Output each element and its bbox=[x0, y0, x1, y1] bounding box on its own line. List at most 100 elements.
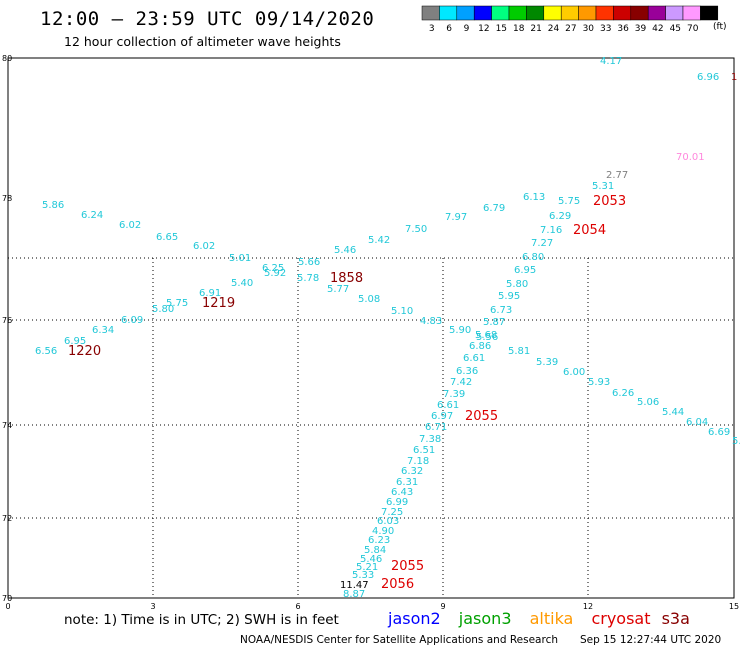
observation-time-label: 1858 bbox=[330, 271, 363, 286]
page-subtitle: 12 hour collection of altimeter wave hei… bbox=[64, 34, 341, 49]
footnote: note: 1) Time is in UTC; 2) SWH is in fe… bbox=[64, 612, 339, 628]
scale-label: 6 bbox=[446, 24, 452, 34]
wave-height-label: 1 bbox=[731, 72, 737, 83]
wave-height-label: 6.73 bbox=[490, 305, 512, 316]
wave-height-label: 7.18 bbox=[407, 456, 429, 467]
wave-height-label: 6.51 bbox=[413, 445, 435, 456]
lon-tick-label: 0 bbox=[5, 602, 10, 611]
wave-height-label: 6.26 bbox=[612, 388, 634, 399]
wave-height-label: 4.17 bbox=[600, 56, 622, 67]
wave-height-label: 7.42 bbox=[450, 377, 472, 388]
scale-label: 27 bbox=[565, 24, 576, 34]
wave-height-label: 7.27 bbox=[531, 238, 553, 249]
wave-height-label: 5.77 bbox=[327, 284, 349, 295]
scale-label: 42 bbox=[652, 24, 663, 34]
lon-tick-label: 12 bbox=[583, 602, 593, 611]
wave-height-label: 6.24 bbox=[81, 210, 103, 221]
wave-height-label: 7.39 bbox=[443, 389, 465, 400]
wave-height-label: 6.02 bbox=[193, 241, 215, 252]
wave-height-label: 2.77 bbox=[606, 170, 628, 181]
wave-height-label: 6.86 bbox=[469, 341, 491, 352]
wave-height-label: 5.90 bbox=[449, 325, 471, 336]
wave-height-label: 5.40 bbox=[231, 278, 253, 289]
observation-time-label: 2055 bbox=[391, 559, 424, 574]
wave-height-label: 6.69 bbox=[708, 427, 730, 438]
lat-tick-label: 80 bbox=[2, 54, 12, 63]
scale-label: 39 bbox=[635, 24, 647, 34]
satellite-altika: altika bbox=[529, 609, 574, 628]
wave-height-label: 7.50 bbox=[405, 224, 427, 235]
wave-height-label: 6.95 bbox=[64, 336, 86, 347]
wave-height-label: 70.01 bbox=[676, 152, 705, 163]
wave-height-label: 6.95 bbox=[514, 265, 536, 276]
wave-height-label: 5.56 bbox=[476, 332, 498, 343]
page-title: 12:00 – 23:59 UTC 09/14/2020 bbox=[40, 8, 375, 30]
wave-height-label: 6.09 bbox=[121, 315, 143, 326]
wave-height-label: 5.42 bbox=[368, 235, 390, 246]
wave-height-label: 5.92 bbox=[264, 268, 286, 279]
wave-height-label: 5.95 bbox=[498, 291, 520, 302]
wave-height-label: 6.99 bbox=[386, 497, 408, 508]
scale-unit: (ft) bbox=[713, 22, 727, 32]
scale-label: 15 bbox=[496, 24, 507, 34]
observation-time-label: 1219 bbox=[202, 296, 235, 311]
footer-timestamp: Sep 15 12:27:44 UTC 2020 bbox=[580, 634, 722, 646]
wave-height-label: 6.97 bbox=[431, 411, 453, 422]
scale-label: 12 bbox=[478, 24, 489, 34]
wave-height-label: 6.25 bbox=[262, 263, 284, 274]
wave-height-label: 5.86 bbox=[42, 200, 64, 211]
wave-height-label: 6.02 bbox=[119, 220, 141, 231]
wave-height-label: 6.56 bbox=[35, 346, 57, 357]
wave-height-label: 5.75 bbox=[558, 196, 580, 207]
footer-credit: NOAA/NESDIS Center for Satellite Applica… bbox=[240, 634, 558, 646]
lon-tick-label: 9 bbox=[440, 602, 445, 611]
wave-height-label: 5.08 bbox=[358, 294, 380, 305]
wave-height-label: 5.06 bbox=[637, 397, 659, 408]
wave-height-label: 6.23 bbox=[368, 535, 390, 546]
wave-height-label: 5.80 bbox=[152, 304, 174, 315]
color-scale-legend: 3 6 9 12 15 18 21 24 27 30 33 36 39 42 45 70 bbox=[421, 5, 719, 34]
wave-height-label: 6.79 bbox=[483, 203, 505, 214]
wave-height-label: 5.44 bbox=[662, 407, 684, 418]
wave-height-label: 6.00 bbox=[563, 367, 585, 378]
wave-height-label: 5.39 bbox=[536, 357, 558, 368]
wave-height-label: 5.46 bbox=[360, 554, 382, 565]
wave-height-label: 6.65 bbox=[156, 232, 178, 243]
satellite-cryosat: cryosat bbox=[591, 609, 651, 628]
lon-tick-label: 3 bbox=[150, 602, 155, 611]
map-frame bbox=[7, 57, 735, 599]
wave-height-label: 5.78 bbox=[297, 273, 319, 284]
scale-label: 30 bbox=[583, 24, 595, 34]
satellite-legend: jason2 jason3 altika cryosat s3a bbox=[388, 609, 703, 628]
wave-height-label: 7.25 bbox=[381, 507, 403, 518]
wave-height-label: 6.91 bbox=[199, 288, 221, 299]
scale-label: 70 bbox=[687, 24, 699, 34]
lat-tick-label: 70 bbox=[2, 594, 12, 603]
wave-height-label: 6.36 bbox=[456, 366, 478, 377]
lat-tick-label: 74 bbox=[2, 421, 12, 430]
wave-height-label: 8.87 bbox=[343, 589, 365, 600]
wave-height-label: 7.38 bbox=[419, 434, 441, 445]
wave-height-label: 6.29 bbox=[549, 211, 571, 222]
satellite-s3a: s3a bbox=[661, 609, 690, 628]
wave-height-label: 5.33 bbox=[352, 570, 374, 581]
wave-height-label: 5.68 bbox=[475, 330, 497, 341]
wave-height-label: 6.03 bbox=[377, 516, 399, 527]
observation-time-label: 2056 bbox=[381, 577, 414, 592]
scale-label: 21 bbox=[530, 24, 541, 34]
wave-height-label: 5.66 bbox=[298, 257, 320, 268]
wave-height-label: 6.32 bbox=[401, 466, 423, 477]
wave-height-label: 6.71 bbox=[425, 422, 447, 433]
scale-label: 9 bbox=[464, 24, 470, 34]
observation-time-label: 2054 bbox=[573, 223, 606, 238]
wave-height-label: 5. bbox=[732, 436, 740, 447]
lat-tick-label: 76 bbox=[2, 316, 12, 325]
wave-height-label: 6.34 bbox=[92, 325, 114, 336]
wave-height-label: 5.75 bbox=[166, 298, 188, 309]
observation-time-label: 2055 bbox=[465, 409, 498, 424]
wave-height-label: 6.43 bbox=[391, 487, 413, 498]
satellite-jason2: jason2 bbox=[388, 609, 441, 628]
wave-height-label: 7.16 bbox=[540, 225, 562, 236]
